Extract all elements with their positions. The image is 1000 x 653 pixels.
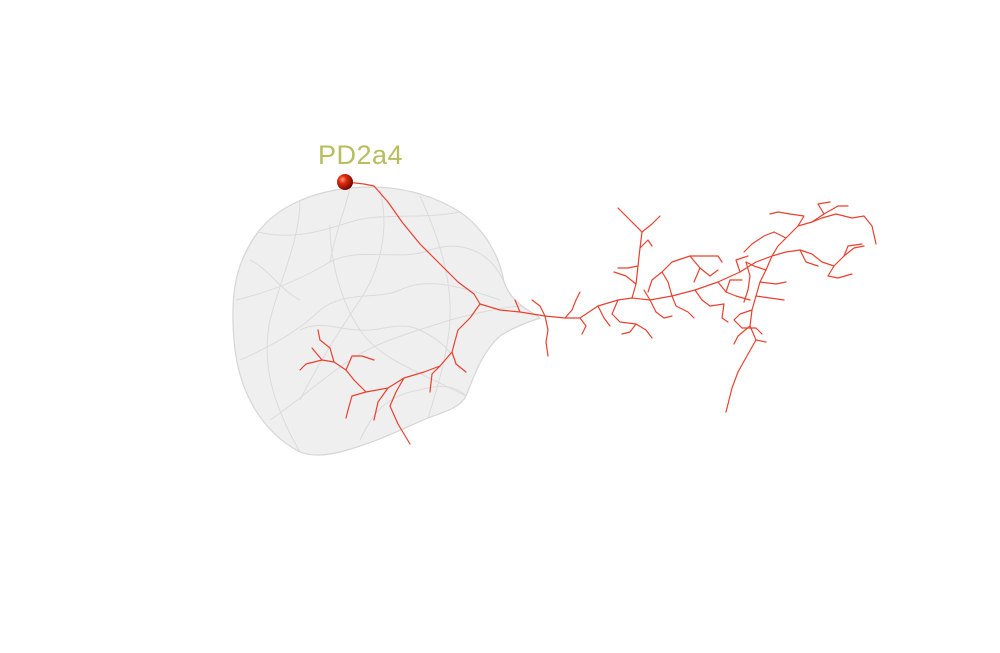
soma-marker[interactable] xyxy=(337,174,353,190)
neuron-name-label: PD2a4 xyxy=(318,140,404,170)
neuron-skeleton xyxy=(299,181,877,445)
neuropil-mesh xyxy=(232,186,542,456)
